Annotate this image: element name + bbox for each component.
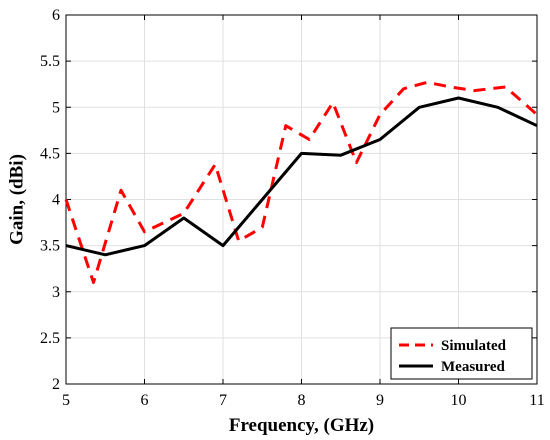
- x-tick-label: 9: [376, 392, 384, 409]
- x-tick-label: 8: [298, 392, 306, 409]
- y-tick-label: 3: [52, 284, 60, 301]
- grid-layer: [66, 15, 537, 384]
- legend-simulated-label: Simulated: [441, 338, 507, 354]
- legend-box: [390, 327, 533, 380]
- x-tick-label: 5: [62, 392, 70, 409]
- x-tick-label: 11: [529, 392, 544, 409]
- y-tick-label: 6: [52, 7, 60, 24]
- series-line-measured: [65, 96, 538, 257]
- legend-measured-label: Measured: [441, 359, 506, 375]
- y-tick-label: 5: [52, 99, 60, 116]
- y-tick-label: 3.5: [40, 238, 60, 255]
- x-tick-label: 7: [219, 392, 227, 409]
- legend: Simulated Measured: [390, 327, 533, 380]
- y-tick-label: 2: [52, 376, 60, 393]
- series-layer: [64, 80, 538, 284]
- y-tick-label: 4.5: [40, 145, 60, 162]
- tick-labels: 5 6 7 8 9 10 11 2 2.5 3 3.5 4 4.5 5 5.5 6: [40, 7, 545, 409]
- y-tick-label: 4: [52, 192, 60, 209]
- y-tick-label: 5.5: [40, 53, 60, 70]
- series-line-simulated: [64, 80, 538, 284]
- x-tick-label: 10: [451, 392, 467, 409]
- x-axis-label: Frequency, (GHz): [229, 415, 374, 436]
- axis-ticks: [65, 14, 538, 385]
- y-axis-label: Gain, (dBi): [6, 154, 27, 245]
- x-tick-label: 6: [141, 392, 149, 409]
- y-tick-label: 2.5: [40, 330, 60, 347]
